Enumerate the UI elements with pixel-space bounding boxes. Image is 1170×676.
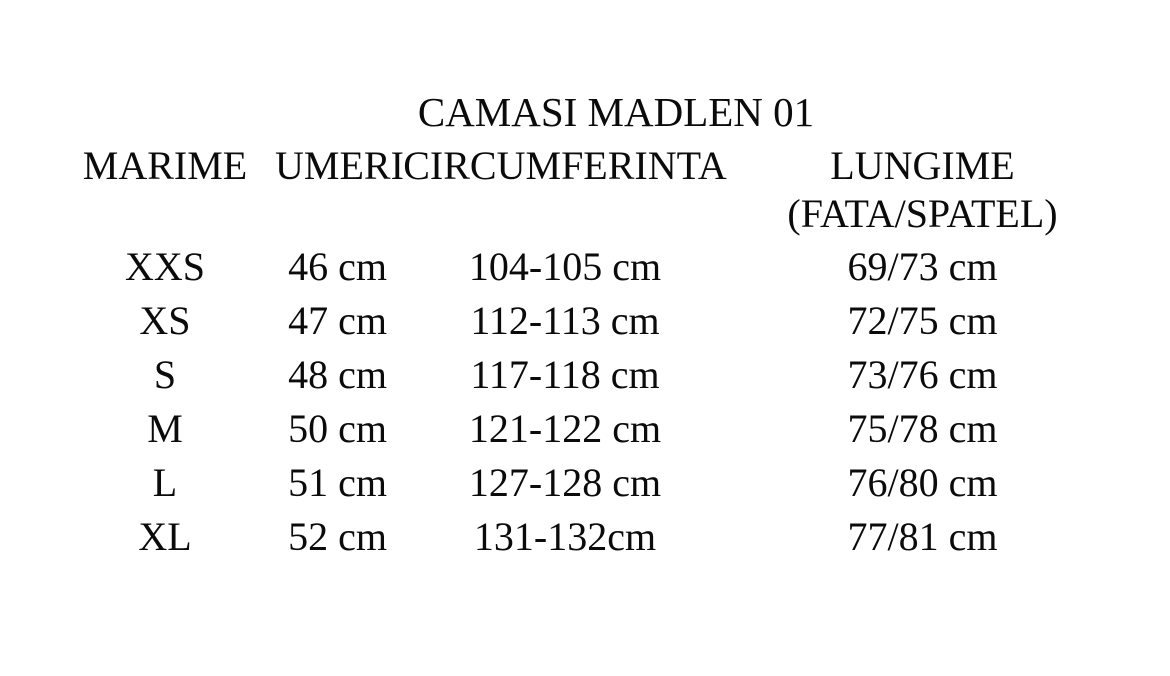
lungime-cell: 73/76 cm: [847, 352, 998, 397]
column-header-marime: MARIME: [82, 143, 248, 188]
table-row-m: M 50 cm 121-122 cm 75/78 cm: [55, 402, 1115, 456]
size-cell: L: [152, 460, 178, 505]
lungime-cell: 72/75 cm: [847, 298, 998, 343]
column-header-lungime-line1: LUNGIME: [830, 143, 1015, 188]
size-chart-table: MARIME UMERI CIRCUMFERINTA LUNGIME (FATA…: [55, 142, 1115, 564]
lungime-cell: 69/73 cm: [847, 244, 998, 289]
size-cell: M: [147, 406, 183, 451]
table-row-xxs: XXS 46 cm 104-105 cm 69/73 cm: [55, 240, 1115, 294]
umeri-cell: 52 cm: [288, 514, 387, 559]
umeri-cell: 51 cm: [288, 460, 387, 505]
size-cell: XL: [138, 514, 192, 559]
column-header-umeri: UMERI: [275, 143, 404, 188]
umeri-cell: 50 cm: [288, 406, 387, 451]
umeri-cell: 48 cm: [288, 352, 387, 397]
umeri-cell: 46 cm: [288, 244, 387, 289]
table-row-l: L 51 cm 127-128 cm 76/80 cm: [55, 456, 1115, 510]
size-cell: S: [153, 352, 177, 397]
umeri-cell: 47 cm: [288, 298, 387, 343]
column-header-circumferinta: CIRCUMFERINTA: [403, 143, 727, 188]
size-cell: XXS: [124, 244, 206, 289]
circumferinta-cell: 117-118 cm: [470, 352, 660, 397]
size-cell: XS: [139, 298, 191, 343]
table-row-s: S 48 cm 117-118 cm 73/76 cm: [55, 348, 1115, 402]
circumferinta-cell: 121-122 cm: [468, 406, 662, 451]
circumferinta-cell: 127-128 cm: [468, 460, 662, 505]
circumferinta-cell: 112-113 cm: [470, 298, 660, 343]
lungime-cell: 75/78 cm: [847, 406, 998, 451]
column-header-lungime-line2: (FATA/SPATEL): [787, 191, 1058, 236]
table-row-xl: XL 52 cm 131-132cm 77/81 cm: [55, 510, 1115, 564]
page-title: CAMASI MADLEN 01: [417, 89, 815, 135]
header-row: MARIME UMERI CIRCUMFERINTA LUNGIME (FATA…: [55, 142, 1115, 240]
lungime-cell: 77/81 cm: [847, 514, 998, 559]
circumferinta-cell: 131-132cm: [473, 514, 657, 559]
table-row-xs: XS 47 cm 112-113 cm 72/75 cm: [55, 294, 1115, 348]
circumferinta-cell: 104-105 cm: [468, 244, 662, 289]
column-header-lungime: LUNGIME (FATA/SPATEL): [730, 142, 1115, 240]
lungime-cell: 76/80 cm: [847, 460, 998, 505]
